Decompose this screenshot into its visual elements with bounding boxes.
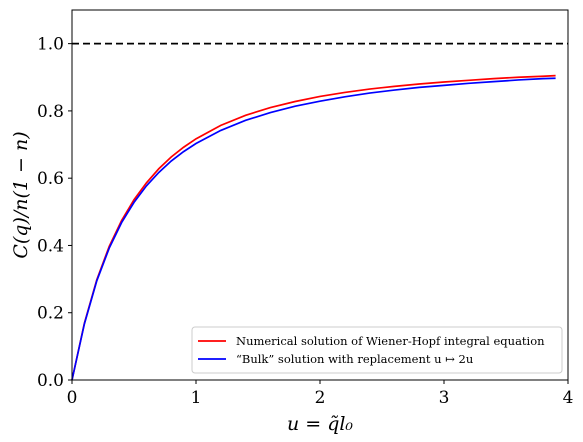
x-tick-label: 4 (563, 388, 574, 408)
y-tick-label: 0.2 (37, 304, 64, 324)
plot-area (71, 42, 568, 381)
legend-box (191, 326, 563, 374)
series-line-1 (71, 77, 556, 381)
y-tick-label: 0.0 (37, 371, 64, 391)
x-tick-label: 2 (315, 388, 326, 408)
y-axis-label: C(q)/n(1 − n) (10, 131, 32, 258)
plot-frame (71, 9, 569, 381)
x-axis-label: u = q̃l₀ (287, 413, 353, 435)
y-tick-label: 0.4 (37, 236, 64, 256)
x-tick-label: 1 (191, 388, 202, 408)
legend: Numerical solution of Wiener-Hopf integr… (191, 326, 563, 374)
legend-label-0: Numerical solution of Wiener-Hopf integr… (236, 334, 545, 348)
y-tick-label: 0.8 (37, 102, 64, 122)
series-line-0 (71, 74, 556, 381)
y-tick-label: 1.0 (37, 35, 64, 55)
legend-label-1: “Bulk” solution with replacement u ↦ 2u (236, 352, 473, 366)
axes: 0 1 2 3 4 0.0 0.2 0.4 0.6 0.8 1.0 u = q̃l₀ C(q)/n(1 … (10, 9, 574, 435)
x-tick-label: 3 (439, 388, 450, 408)
x-tick-label: 0 (67, 388, 78, 408)
y-tick-label: 0.6 (37, 169, 64, 189)
